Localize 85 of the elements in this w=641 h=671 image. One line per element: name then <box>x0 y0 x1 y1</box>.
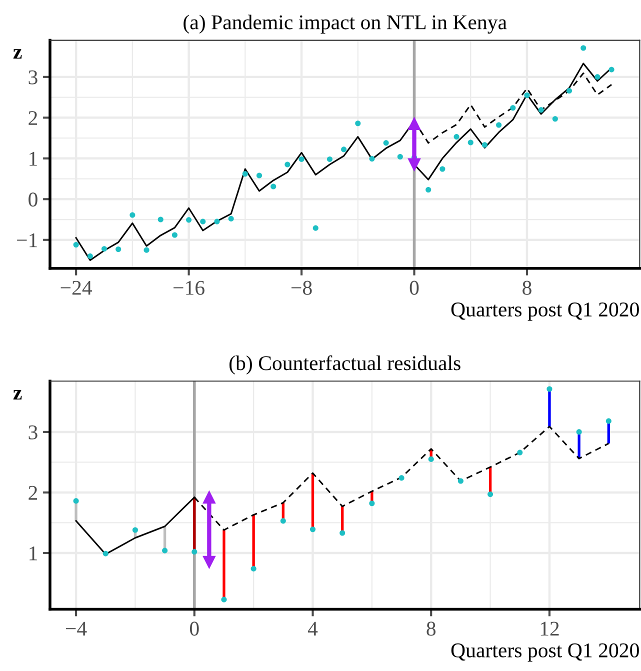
point <box>517 450 523 456</box>
point <box>576 429 582 435</box>
point <box>355 120 361 126</box>
point <box>428 456 434 462</box>
point <box>242 171 248 177</box>
point <box>200 218 206 224</box>
point <box>192 549 198 555</box>
x-tick-label: 12 <box>540 622 559 636</box>
x-axis-title: Quarters post Q1 2020 <box>451 302 639 321</box>
point <box>144 247 150 253</box>
point <box>566 88 572 94</box>
point <box>488 492 494 498</box>
x-tick-label: 0 <box>410 280 419 295</box>
x-tick-label: −24 <box>60 280 92 295</box>
point <box>496 122 502 128</box>
point <box>310 526 316 532</box>
y-tick-label: 0 <box>28 192 38 207</box>
point <box>408 118 421 130</box>
y-tick-label: 2 <box>28 486 38 500</box>
point <box>73 498 79 504</box>
point <box>162 548 168 554</box>
y-tick-label: 3 <box>28 70 38 84</box>
point <box>312 225 318 231</box>
point <box>606 418 612 424</box>
point <box>594 74 600 80</box>
x-tick-label: 8 <box>426 622 436 636</box>
point <box>73 242 79 248</box>
point <box>130 212 136 218</box>
point <box>524 92 530 98</box>
point <box>383 140 389 146</box>
y-tick-label: 1 <box>30 152 37 166</box>
point <box>369 156 375 162</box>
point <box>552 116 558 122</box>
point <box>482 142 488 148</box>
y-tick-label: 2 <box>28 111 38 125</box>
point <box>458 478 464 484</box>
point <box>202 491 216 504</box>
point <box>172 232 178 238</box>
x-axis-title: Quarters post Q1 2020 <box>451 643 639 662</box>
point <box>284 162 290 168</box>
point <box>426 186 432 193</box>
point <box>116 246 122 252</box>
point <box>280 518 286 524</box>
point <box>326 156 332 162</box>
x-tick-label: −4 <box>66 622 87 636</box>
point <box>250 566 256 572</box>
point <box>221 596 227 602</box>
point <box>214 218 220 224</box>
chart-title: (a) Pandemic impact on NTL in Kenya <box>184 14 507 34</box>
point <box>397 154 403 160</box>
point <box>256 172 262 178</box>
y-axis-title: z <box>13 49 22 59</box>
point <box>102 550 108 556</box>
point <box>546 386 552 392</box>
point <box>468 140 474 146</box>
point <box>510 105 516 111</box>
point <box>341 146 347 152</box>
point <box>340 530 346 536</box>
point <box>454 134 460 140</box>
point <box>608 66 614 72</box>
y-axis-title: z <box>13 390 22 400</box>
point <box>202 556 216 568</box>
y-tick-label: −1 <box>17 233 37 248</box>
point <box>369 500 375 506</box>
chart-title: (b) Counterfactual residuals <box>229 355 460 374</box>
point <box>101 246 108 252</box>
point <box>186 217 192 223</box>
point <box>298 156 304 162</box>
x-tick-label: −16 <box>174 280 204 295</box>
y-tick-label: 3 <box>28 425 38 440</box>
point <box>158 216 164 222</box>
point <box>580 45 586 51</box>
x-tick-label: −8 <box>291 280 312 295</box>
point <box>132 527 138 533</box>
point <box>270 184 276 190</box>
point <box>87 253 93 259</box>
point <box>228 216 234 222</box>
point <box>398 475 404 481</box>
y-tick-label: 1 <box>30 546 37 560</box>
point <box>440 166 446 172</box>
x-tick-label: 0 <box>190 622 199 636</box>
point <box>538 107 544 113</box>
point <box>408 158 421 171</box>
x-tick-label: 8 <box>522 280 532 295</box>
x-tick-label: 4 <box>308 622 318 636</box>
